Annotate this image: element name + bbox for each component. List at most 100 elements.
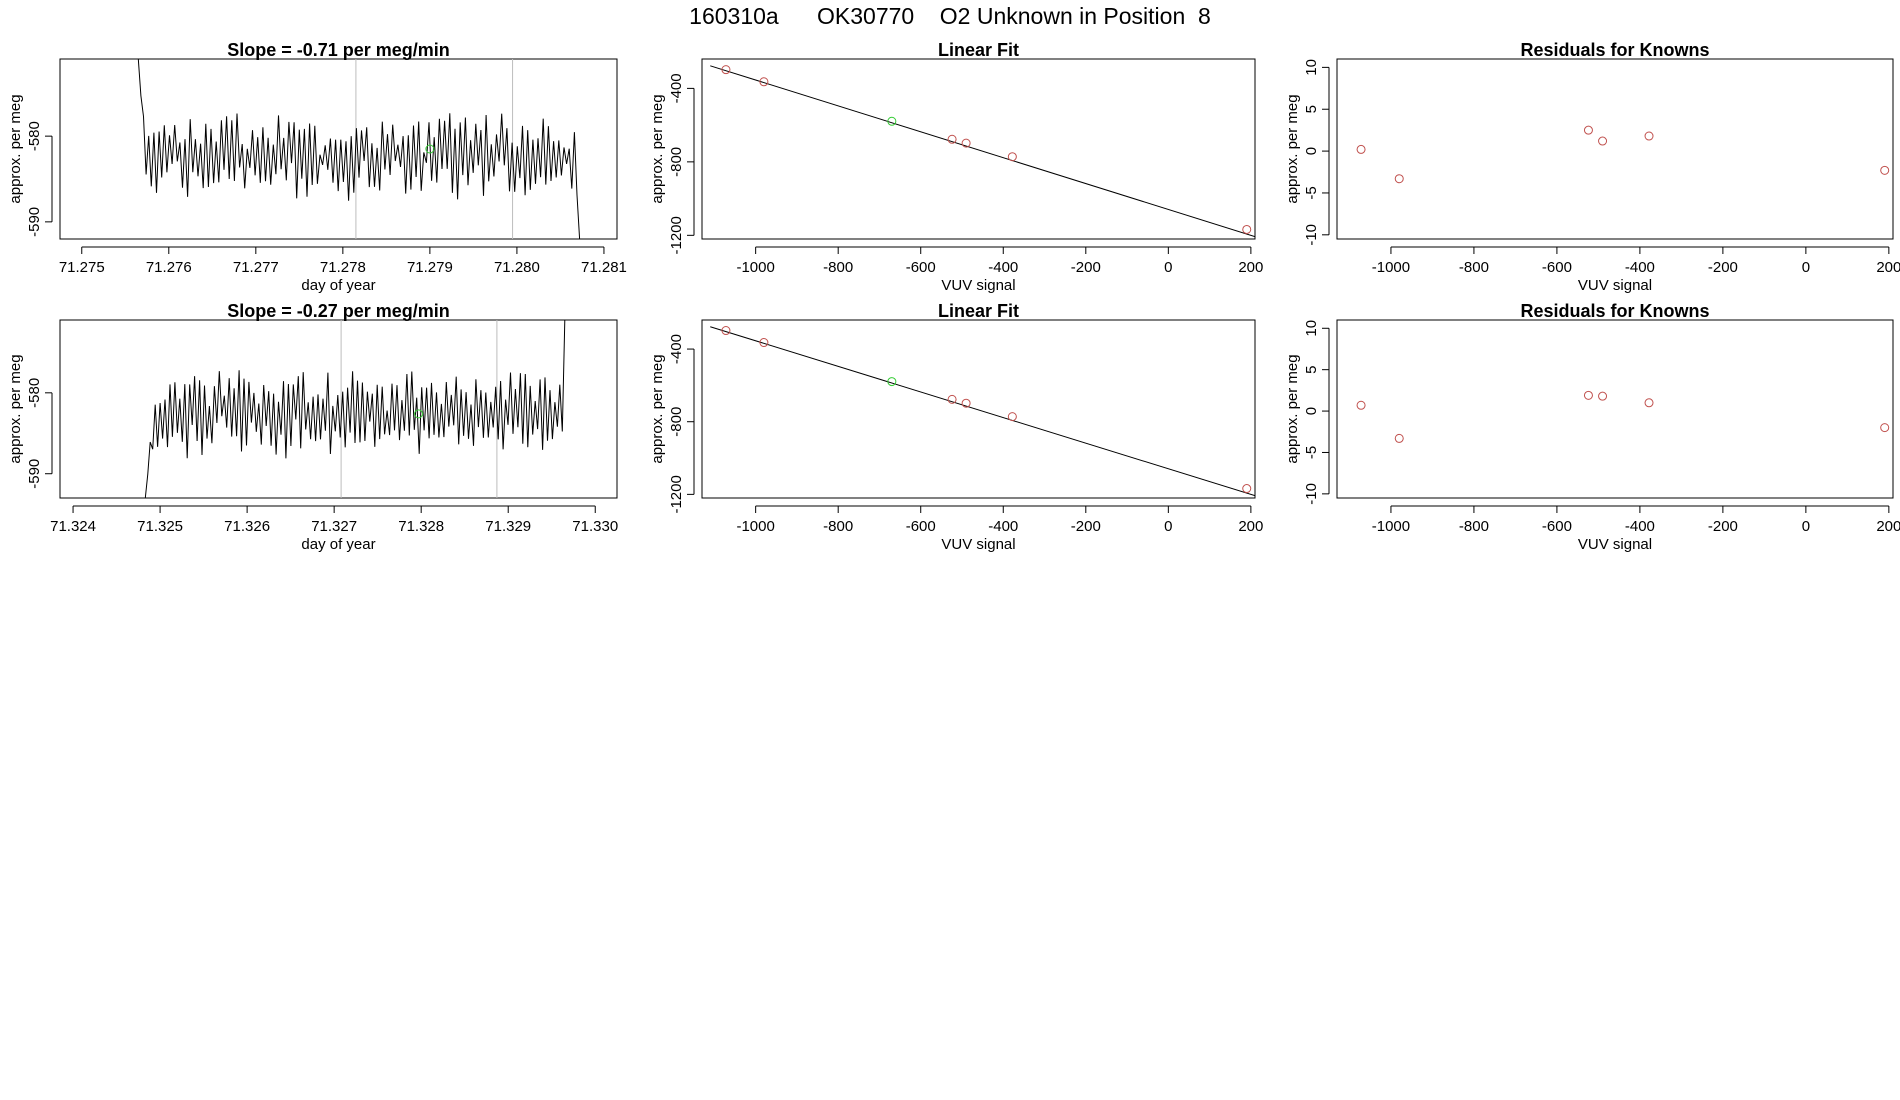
residual-point (1583, 390, 1593, 400)
x-tick-label: -800 (1459, 518, 1489, 535)
y-tick-label: -580 (26, 121, 43, 151)
x-tick-label: 71.278 (320, 259, 366, 276)
residual-point (1598, 391, 1608, 401)
series-line (144, 320, 566, 498)
residual-point (1880, 165, 1890, 175)
x-tick-label: 200 (1238, 259, 1263, 276)
plot-box (59, 58, 618, 240)
residual-point (1598, 136, 1608, 146)
y-tick-label: -1200 (668, 475, 685, 513)
y-tick-label: 0 (1303, 407, 1320, 415)
x-tick-label: -1000 (736, 518, 774, 535)
residual-point (1394, 433, 1404, 443)
x-tick-label: -1000 (1372, 259, 1410, 276)
known-point (961, 138, 971, 148)
x-tick-label: -1000 (1372, 518, 1410, 535)
series-line (137, 59, 581, 239)
known-point (1242, 224, 1252, 234)
known-point (961, 398, 971, 408)
unknown-point (887, 116, 897, 126)
y-axis-label: approx. per meg (7, 354, 24, 463)
residual-point (1583, 125, 1593, 135)
known-point (1242, 484, 1252, 494)
residual-point (1356, 144, 1366, 154)
x-tick-label: -800 (823, 259, 853, 276)
plot-box (701, 319, 1256, 499)
y-tick-label: -400 (668, 334, 685, 364)
y-tick-label: -580 (26, 378, 43, 408)
chart-title: Residuals for Knowns (1520, 40, 1709, 60)
page-title: 160310a OK30770 O2 Unknown in Position 8 (689, 3, 1211, 29)
y-tick-label: -400 (668, 73, 685, 103)
y-tick-label: 5 (1303, 366, 1320, 374)
residual-point (1356, 400, 1366, 410)
x-tick-label: 0 (1164, 259, 1172, 276)
x-tick-label: 71.280 (494, 259, 540, 276)
unknown-point (425, 144, 435, 154)
x-tick-label: 71.328 (398, 518, 444, 535)
x-axis-label: VUV signal (941, 277, 1015, 294)
y-tick-label: -590 (26, 459, 43, 489)
chart-title: Slope = -0.71 per meg/min (227, 40, 450, 60)
fit-line (710, 326, 1255, 497)
known-point (947, 394, 957, 404)
x-tick-label: -400 (1625, 518, 1655, 535)
y-axis-label: approx. per meg (649, 354, 666, 463)
y-tick-label: -10 (1303, 483, 1320, 505)
x-axis-label: day of year (301, 277, 375, 294)
y-tick-label: -10 (1303, 224, 1320, 246)
y-tick-label: -800 (668, 147, 685, 177)
chart-title: Residuals for Knowns (1520, 301, 1709, 321)
x-axis-label: VUV signal (1578, 277, 1652, 294)
y-tick-label: 5 (1303, 105, 1320, 113)
residual-point (1644, 131, 1654, 141)
x-tick-label: -200 (1708, 518, 1738, 535)
x-tick-label: -600 (906, 518, 936, 535)
y-tick-label: -5 (1303, 446, 1320, 459)
residual-point (1394, 174, 1404, 184)
plot-box (1336, 319, 1894, 499)
plot-box (59, 319, 618, 499)
known-point (721, 65, 731, 75)
chart-panel-1: Slope = -0.71 per meg/min 71.275 71.276 71.… (7, 40, 627, 294)
residual-point (1880, 423, 1890, 433)
known-point (1007, 152, 1017, 162)
fit-line (710, 65, 1255, 238)
x-tick-label: -200 (1071, 518, 1101, 535)
x-tick-label: -200 (1708, 259, 1738, 276)
known-point (721, 326, 731, 336)
x-tick-label: 71.330 (572, 518, 618, 535)
chart-title: Linear Fit (938, 40, 1019, 60)
x-tick-label: 71.329 (485, 518, 531, 535)
unknown-point (887, 377, 897, 387)
x-tick-label: 0 (1164, 518, 1172, 535)
x-tick-label: -1000 (736, 259, 774, 276)
x-tick-label: 71.326 (224, 518, 270, 535)
chart-panel-5: Linear Fit -1000 -800 -600 -400 -200 0 200 VUV s… (649, 301, 1263, 553)
y-axis-label: approx. per meg (1284, 354, 1301, 463)
y-tick-label: -1200 (668, 216, 685, 254)
y-tick-label: -5 (1303, 186, 1320, 199)
x-tick-label: -800 (823, 518, 853, 535)
y-tick-label: -590 (26, 207, 43, 237)
x-tick-label: 71.281 (581, 259, 627, 276)
x-tick-label: 200 (1876, 518, 1900, 535)
y-axis-label: approx. per meg (1284, 94, 1301, 203)
chart-panel-6: Residuals for Knowns-1000 -800 -600 -400 -20… (1284, 301, 1900, 553)
known-point (1007, 412, 1017, 422)
x-tick-label: 71.275 (59, 259, 105, 276)
x-tick-label: -400 (1625, 259, 1655, 276)
x-tick-label: 71.325 (137, 518, 183, 535)
x-tick-label: 71.327 (311, 518, 357, 535)
x-tick-label: 71.276 (146, 259, 192, 276)
x-tick-label: -400 (988, 518, 1018, 535)
plot-box (1336, 58, 1894, 240)
y-tick-label: 10 (1303, 59, 1320, 76)
x-tick-label: 200 (1238, 518, 1263, 535)
unknown-point (414, 409, 424, 419)
y-axis-label: approx. per meg (649, 94, 666, 203)
x-tick-label: 0 (1802, 259, 1810, 276)
x-tick-label: -200 (1071, 259, 1101, 276)
x-axis-label: VUV signal (941, 536, 1015, 553)
